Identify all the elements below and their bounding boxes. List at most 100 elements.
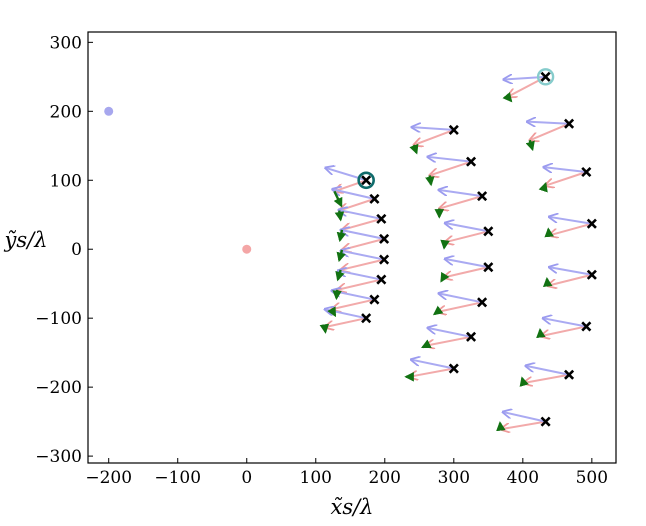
blue-arrow [411, 360, 455, 370]
highlight-ring [357, 171, 375, 190]
green-arrow [432, 305, 444, 316]
blue-arrow [338, 271, 382, 281]
receiver-marker [376, 213, 387, 224]
blue-arrow [544, 167, 587, 172]
receiver-marker [564, 369, 575, 380]
x-tick-label: −200 [85, 468, 132, 488]
blue-source-point [104, 106, 114, 116]
receiver-marker [379, 233, 390, 244]
receiver-marker [477, 191, 488, 202]
red-arrow [524, 373, 570, 383]
red-arrow [445, 230, 489, 242]
green-arrow [333, 190, 343, 208]
receiver-marker [361, 175, 372, 186]
blue-arrow [439, 190, 483, 198]
receiver-marker [361, 313, 372, 324]
receiver-marker [376, 274, 387, 285]
red-arrow [443, 266, 489, 277]
highlight-rings [357, 68, 555, 190]
red-arrow [549, 222, 593, 236]
red-arrow [426, 335, 472, 346]
source-points [104, 106, 252, 254]
green-arrow [536, 327, 546, 339]
arrow-field [319, 77, 593, 432]
green-arrow [327, 306, 337, 318]
y-axis-label: ỹs/λ [3, 228, 47, 252]
green-arrow [519, 376, 529, 387]
blue-arrow [341, 230, 385, 240]
receiver-marker [466, 331, 477, 342]
red-arrow [341, 258, 385, 270]
red-arrow [545, 171, 587, 186]
red-arrow [414, 128, 455, 145]
x-axis-ticks: −200 −100 0 100 200 300 400 500 [85, 458, 608, 488]
receiver-marker [448, 363, 459, 374]
receiver-markers [361, 71, 597, 427]
blue-arrow [445, 259, 489, 269]
red-arrow [439, 195, 483, 208]
green-arrow [425, 175, 435, 187]
blue-arrow [526, 366, 570, 376]
x-axis-label: x̃s/λ [330, 495, 373, 519]
receiver-marker [379, 254, 390, 265]
receiver-marker [483, 262, 494, 273]
green-arrow [525, 139, 535, 152]
blue-arrow [503, 412, 546, 423]
receiver-marker [586, 269, 597, 280]
red-arrow [548, 273, 593, 286]
blue-arrow [428, 328, 472, 338]
receiver-marker [477, 297, 488, 308]
y-tick-label: 0 [71, 240, 82, 260]
red-arrow [332, 298, 375, 310]
red-arrow [530, 122, 570, 141]
x-tick-label: 100 [300, 468, 332, 488]
green-arrow [332, 289, 342, 301]
green-arrow [334, 210, 345, 222]
blue-arrow [439, 293, 483, 304]
green-arrow [421, 339, 432, 349]
y-tick-label: −100 [35, 309, 82, 329]
red-arrow [541, 325, 587, 336]
receiver-marker [581, 166, 592, 178]
receiver-marker [581, 321, 592, 332]
receiver-marker [369, 193, 380, 204]
red-source-point [242, 244, 252, 254]
blue-arrow [339, 210, 382, 220]
y-tick-label: −200 [35, 378, 82, 398]
blue-arrow [445, 223, 489, 233]
green-arrow [319, 323, 330, 334]
green-arrow [409, 143, 419, 155]
y-axis-ticks: −300 −200 −100 0 100 200 300 [35, 33, 93, 467]
red-arrow [437, 301, 483, 312]
blue-arrow [543, 318, 587, 328]
red-arrow [337, 278, 382, 290]
receiver-marker [448, 124, 459, 135]
red-arrow [430, 160, 472, 176]
green-arrow [336, 249, 346, 263]
y-tick-label: −300 [35, 447, 82, 467]
blue-arrow [549, 267, 593, 276]
blue-arrow [341, 251, 385, 261]
green-arrow [496, 421, 506, 432]
green-arrow [335, 269, 345, 282]
receiver-marker [586, 218, 597, 229]
x-tick-label: −100 [154, 468, 201, 488]
receiver-marker [483, 226, 494, 237]
green-arrow [542, 276, 553, 287]
x-tick-label: 400 [507, 468, 539, 488]
x-tick-label: 500 [576, 468, 608, 488]
receiver-marker [540, 416, 551, 427]
receiver-marker [466, 156, 477, 167]
green-arrow [440, 239, 450, 250]
receiver-marker [540, 71, 551, 82]
blue-arrow [332, 189, 375, 200]
receiver-marker [369, 294, 380, 305]
receiver-marker [564, 118, 575, 129]
green-arrow [440, 271, 450, 283]
red-arrow [409, 367, 454, 377]
red-arrow [501, 420, 546, 430]
green-arrow [502, 91, 513, 103]
blue-arrow [527, 122, 570, 124]
green-arrow [336, 229, 347, 243]
